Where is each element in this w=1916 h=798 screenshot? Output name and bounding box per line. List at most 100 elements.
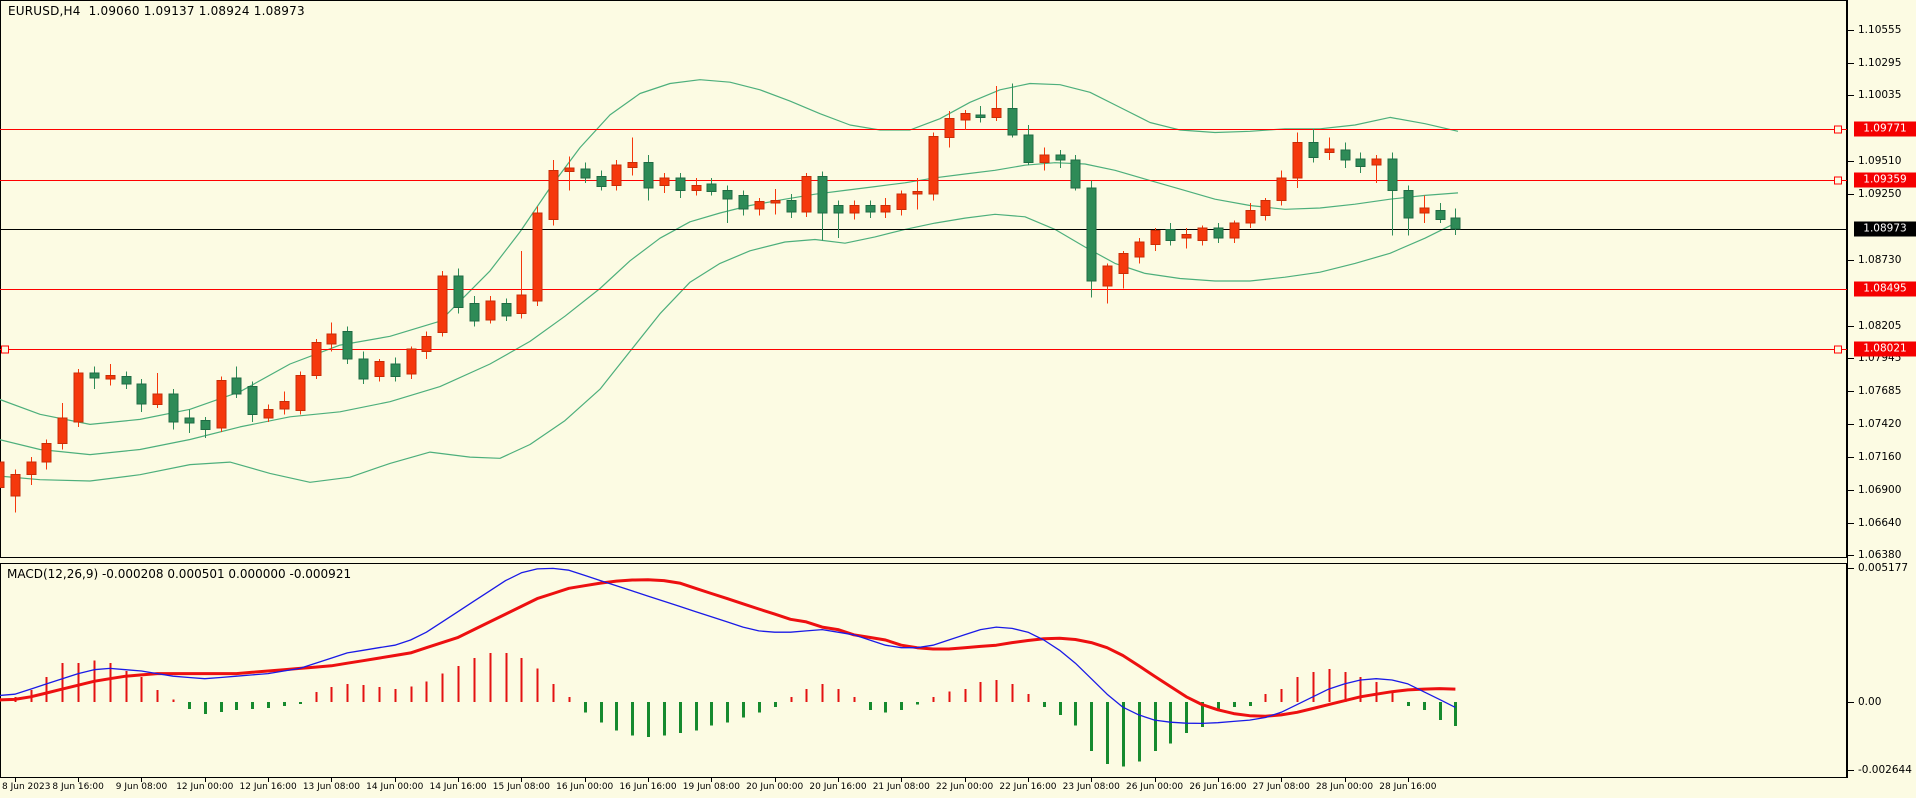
time-tick-label: 27 Jun 08:00 <box>1252 782 1310 792</box>
bull-candle-body <box>880 205 891 213</box>
bull-candle-body <box>770 200 781 204</box>
bear-candle-body <box>121 376 132 385</box>
bear-candle-body <box>168 393 179 423</box>
hline-drag-handle[interactable] <box>1834 125 1842 134</box>
time-axis-tick <box>711 778 712 782</box>
time-axis-tick <box>1281 778 1282 782</box>
bear-candle-body <box>358 358 369 380</box>
bear-candle-body <box>833 205 844 214</box>
bull-candle-body <box>516 294 527 315</box>
time-tick-label: 8 Jun 2023 <box>2 782 51 792</box>
bull-candle-body <box>659 177 670 186</box>
bull-candle-body <box>532 212 543 302</box>
time-axis-tick <box>965 778 966 782</box>
bear-candle-body <box>817 176 828 214</box>
bull-candle-body <box>691 184 702 191</box>
bear-candle-body <box>596 176 607 188</box>
time-axis-tick <box>521 778 522 782</box>
time-axis-tick <box>901 778 902 782</box>
bear-candle-body <box>1055 154 1066 161</box>
price-tick-label: 1.10295 <box>1858 56 1902 69</box>
hline-drag-handle[interactable] <box>1 345 9 354</box>
time-tick-label: 26 Jun 16:00 <box>1189 782 1247 792</box>
bear-candle-body <box>1435 210 1446 220</box>
macd-canvas[interactable] <box>0 563 1847 778</box>
chart-title: EURUSD,H4 1.09060 1.09137 1.08924 1.0897… <box>8 4 305 18</box>
bear-candle-body <box>453 275 464 308</box>
time-tick-label: 28 Jun 16:00 <box>1379 782 1437 792</box>
time-tick-label: 26 Jun 00:00 <box>1125 782 1184 792</box>
hline-drag-handle[interactable] <box>1834 345 1842 354</box>
bull-candle-body <box>1229 222 1240 239</box>
bull-candle-body <box>374 361 385 378</box>
bull-candle-body <box>41 442 52 463</box>
time-axis[interactable]: 8 Jun 2023 8 Jun 16:00 9 Jun 08:00 12 Jun 0… <box>0 778 1847 798</box>
bull-candle-body <box>1419 207 1430 214</box>
price-tick-label: 1.07685 <box>1858 385 1902 398</box>
price-axis-tick <box>1848 30 1854 31</box>
bull-candle-body <box>1292 142 1303 179</box>
time-axis-tick <box>1091 778 1092 782</box>
bull-candle-body <box>1181 233 1192 239</box>
time-axis-tick <box>1408 778 1409 782</box>
time-axis-tick <box>1218 778 1219 782</box>
price-tick-label: 1.09250 <box>1858 188 1902 201</box>
bear-candle-body <box>200 420 211 430</box>
bear-candle-body <box>722 189 733 200</box>
bull-candle-body <box>627 162 638 169</box>
price-tick-label: 1.08205 <box>1858 319 1902 332</box>
price-tick-label: 1.09510 <box>1858 155 1902 168</box>
price-axis-tick <box>1848 568 1854 569</box>
price-axis[interactable]: 1.10555 1.10295 1.10035 1.09510 1.09250 1.087… <box>1847 0 1916 778</box>
time-axis-tick <box>141 778 142 782</box>
price-axis-tick <box>1848 194 1854 195</box>
time-tick-label: 20 Jun 16:00 <box>809 782 867 792</box>
macd-indicator-label: MACD(12,26,9) -0.000208 0.000501 0.00000… <box>7 567 352 581</box>
price-level-badge: 1.08495 <box>1854 281 1916 297</box>
time-tick-label: 22 Jun 00:00 <box>936 782 994 792</box>
bear-candle-body <box>1403 189 1414 219</box>
bear-candle-body <box>580 168 591 179</box>
price-axis-tick <box>1848 161 1854 162</box>
bull-candle-body <box>849 205 860 214</box>
bear-candle-body <box>643 162 654 189</box>
bull-candle-body <box>26 461 37 476</box>
bear-candle-body <box>786 200 797 213</box>
price-chart-panel[interactable] <box>0 0 1847 558</box>
bear-candle-body <box>469 303 480 322</box>
price-level-badge: 1.08021 <box>1854 341 1916 357</box>
bull-candle-body <box>406 348 417 375</box>
price-axis-tick <box>1848 490 1854 491</box>
price-axis-tick <box>1848 555 1854 556</box>
price-chart-canvas[interactable] <box>0 0 1847 558</box>
bull-candle-body <box>1039 154 1050 164</box>
bollinger-lower-band <box>0 213 1459 483</box>
time-tick-label: 8 Jun 16:00 <box>52 782 104 792</box>
time-tick-label: 16 Jun 16:00 <box>619 782 677 792</box>
bear-candle-body <box>865 205 876 213</box>
bull-candle-body <box>295 374 306 411</box>
bear-candle-body <box>975 114 986 118</box>
hline-drag-handle[interactable] <box>1834 176 1842 185</box>
bull-candle-body <box>611 164 622 186</box>
bull-candle-body <box>1245 210 1256 224</box>
macd-tick-label: -0.002644 <box>1858 764 1912 777</box>
macd-panel-border <box>0 563 1847 778</box>
bear-candle-body <box>1213 227 1224 239</box>
bull-candle-body <box>326 333 337 345</box>
price-tick-label: 1.06640 <box>1858 516 1902 529</box>
price-axis-tick <box>1848 95 1854 96</box>
price-tick-label: 1.10555 <box>1858 24 1902 36</box>
macd-histogram <box>0 652 1457 767</box>
bear-candle-body <box>1340 149 1351 161</box>
bull-candle-body <box>437 275 448 333</box>
bull-candle-body <box>1260 200 1271 217</box>
bear-candle-body <box>231 377 242 395</box>
bull-candle-body <box>896 193 907 210</box>
bull-candle-body <box>960 113 971 121</box>
macd-panel[interactable] <box>0 563 1847 778</box>
bear-candle-body <box>1070 159 1081 189</box>
bear-candle-body <box>184 417 195 424</box>
bull-candle-body <box>1102 265 1113 287</box>
